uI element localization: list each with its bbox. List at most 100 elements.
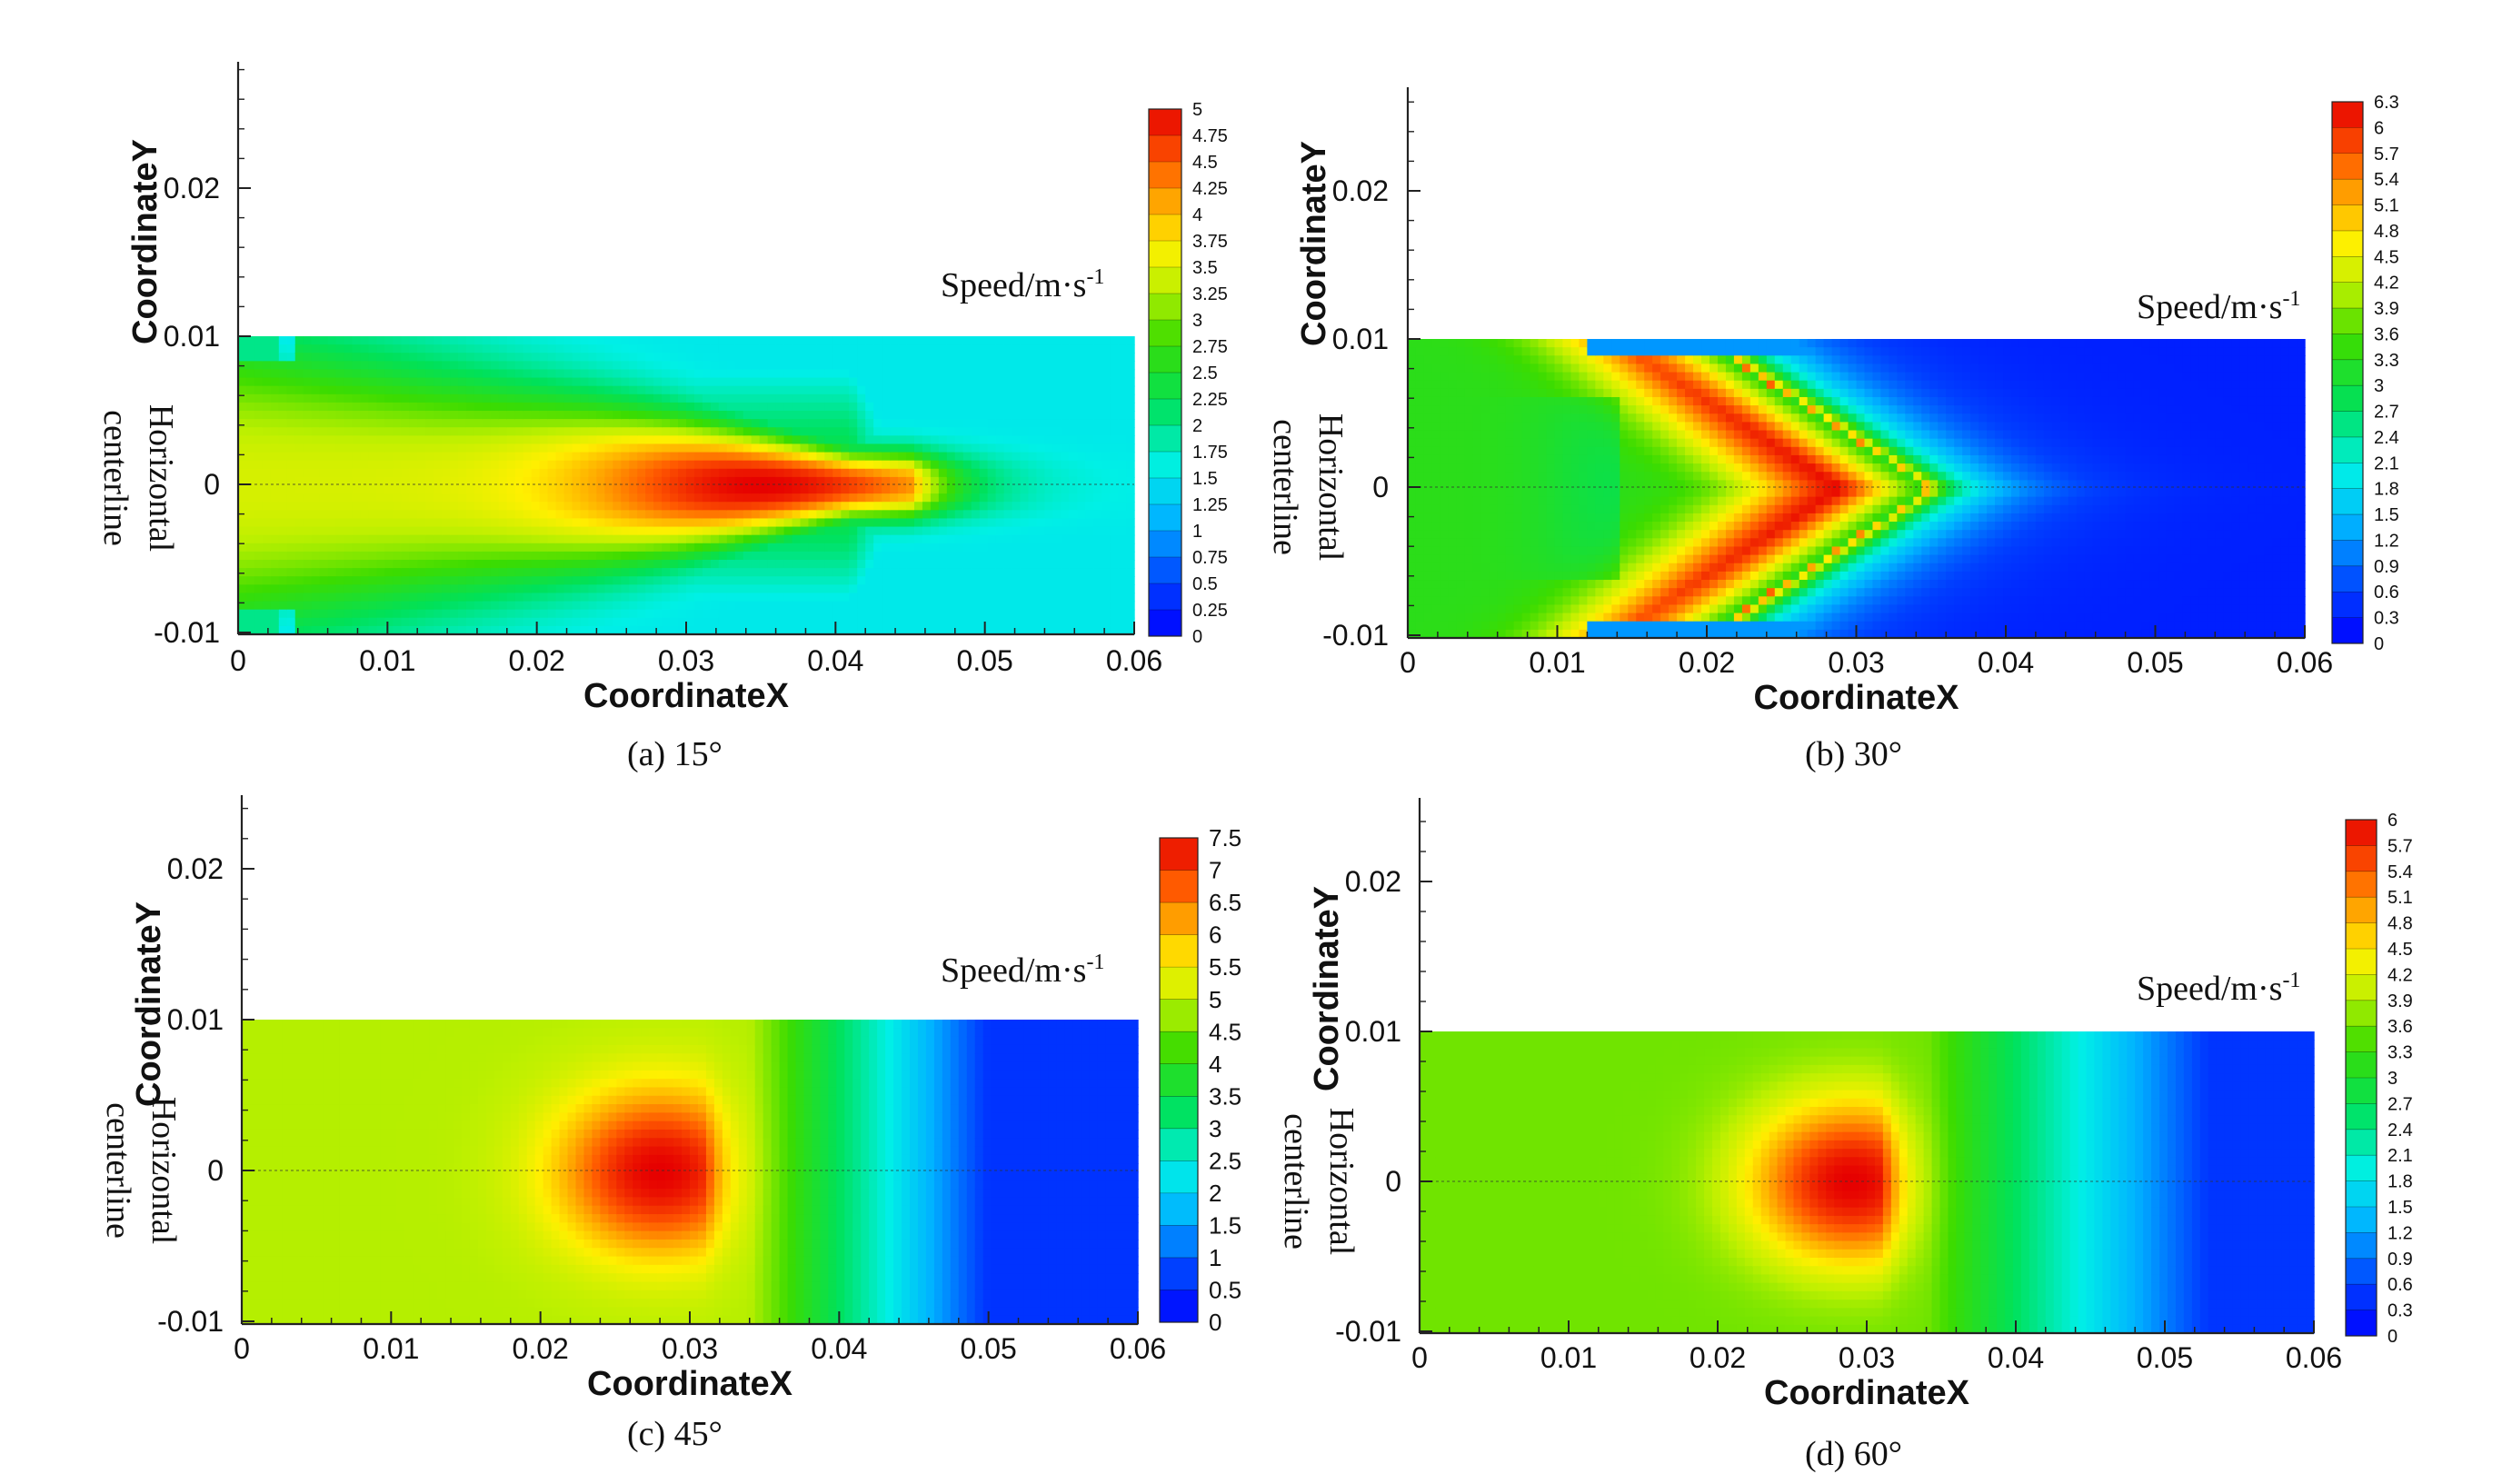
- heatmap-cell: [1562, 604, 1572, 614]
- heatmap-cell: [294, 493, 304, 503]
- heatmap-cell: [1505, 347, 1515, 356]
- heatmap-cell: [1489, 571, 1499, 581]
- heatmap-cell: [1036, 419, 1046, 428]
- heatmap-cell: [434, 534, 443, 544]
- heatmap-cell: [319, 576, 329, 586]
- heatmap-cell: [523, 393, 533, 403]
- heatmap-cell: [726, 485, 736, 494]
- heatmap-cell: [1579, 496, 1589, 506]
- heatmap-cell: [1489, 530, 1499, 540]
- heatmap-cell: [824, 427, 834, 437]
- heatmap-cell: [808, 336, 818, 345]
- heatmap-cell: [401, 534, 410, 544]
- heatmap-cell: [344, 435, 354, 445]
- heatmap-cell: [1505, 355, 1515, 365]
- heatmap-cell: [1061, 369, 1070, 379]
- heatmap-cell: [913, 534, 923, 544]
- heatmap-cell: [588, 510, 598, 520]
- heatmap-cell: [1505, 372, 1515, 382]
- heatmap-cell: [278, 568, 288, 577]
- heatmap-cell: [678, 336, 687, 345]
- heatmap-cell: [1003, 568, 1013, 577]
- heatmap-cell: [702, 427, 712, 437]
- heatmap-cell: [238, 336, 247, 345]
- heatmap-cell: [1126, 543, 1135, 553]
- heatmap-cell: [1126, 510, 1135, 520]
- heatmap-cell: [865, 419, 874, 428]
- heatmap-cell: [816, 543, 826, 553]
- heatmap-cell: [442, 485, 451, 494]
- heatmap-cell: [1085, 625, 1094, 635]
- y-axis-title: CoordinateY: [126, 139, 164, 344]
- heatmap-cell: [1423, 613, 1433, 622]
- heatmap-cell: [1448, 588, 1458, 598]
- heatmap-cell: [662, 385, 671, 395]
- heatmap-cell: [417, 369, 426, 379]
- heatmap-cell: [613, 576, 622, 586]
- heatmap-cell: [1101, 617, 1111, 627]
- heatmap-cell: [303, 427, 313, 437]
- heatmap-cell: [1538, 504, 1548, 514]
- heatmap-cell: [930, 353, 940, 363]
- heatmap-cell: [344, 510, 354, 520]
- heatmap-cell: [824, 468, 834, 478]
- heatmap-cell: [653, 510, 663, 520]
- heatmap-cell: [1497, 629, 1507, 639]
- heatmap-cell: [465, 419, 475, 428]
- heatmap-cell: [303, 543, 313, 553]
- heatmap-cell: [1448, 396, 1458, 406]
- heatmap-cell: [1456, 496, 1466, 506]
- heatmap-cell: [1603, 546, 1613, 556]
- heatmap-cell: [506, 625, 516, 635]
- heatmap-cell: [514, 385, 524, 395]
- heatmap-cell: [450, 510, 459, 520]
- heatmap-cell: [270, 361, 280, 371]
- heatmap-cell: [368, 493, 378, 503]
- heatmap-cell: [971, 393, 981, 403]
- heatmap-cell: [800, 361, 810, 371]
- colorbar-label: 3.75: [1192, 232, 1228, 252]
- heatmap-cell: [409, 593, 418, 603]
- heatmap-cell: [1562, 364, 1572, 373]
- heatmap-cell: [401, 518, 410, 528]
- heatmap-cell: [1521, 522, 1531, 531]
- heatmap-cell: [344, 353, 354, 363]
- heatmap-cell: [890, 369, 899, 379]
- heatmap-cell: [1110, 443, 1119, 453]
- heatmap-cell: [629, 443, 638, 453]
- heatmap-cell: [1003, 617, 1013, 627]
- heatmap-cell: [726, 344, 736, 354]
- heatmap-cell: [637, 576, 646, 586]
- heatmap-cell: [1101, 543, 1111, 553]
- heatmap-cell: [946, 625, 956, 635]
- heatmap-cell: [1570, 621, 1580, 631]
- heatmap-cell: [882, 353, 891, 363]
- heatmap-cell: [514, 526, 524, 536]
- heatmap-cell: [547, 551, 557, 561]
- heatmap-cell: [1464, 430, 1474, 440]
- heatmap-cell: [734, 385, 744, 395]
- heatmap-cell: [726, 468, 736, 478]
- heatmap-cell: [962, 551, 972, 561]
- heatmap-cell: [832, 353, 842, 363]
- heatmap-cell: [580, 593, 590, 603]
- heatmap-cell: [311, 460, 321, 470]
- heatmap-cell: [1036, 601, 1046, 611]
- heatmap-cell: [1415, 604, 1425, 614]
- heatmap-cell: [995, 485, 1005, 494]
- heatmap-cell: [743, 609, 753, 619]
- heatmap-cell: [1456, 339, 1466, 348]
- heatmap-cell: [734, 452, 744, 462]
- heatmap-cell: [1110, 419, 1119, 428]
- heatmap-cell: [1554, 563, 1564, 573]
- heatmap-cell: [523, 385, 533, 395]
- heatmap-cell: [702, 625, 712, 635]
- heatmap-cell: [539, 402, 549, 412]
- heatmap-cell: [816, 336, 826, 345]
- heatmap-cell: [531, 476, 541, 486]
- heatmap-cell: [555, 593, 565, 603]
- heatmap-cell: [906, 377, 915, 387]
- heatmap-cell: [743, 468, 753, 478]
- heatmap-cell: [906, 419, 915, 428]
- heatmap-cell: [824, 385, 834, 395]
